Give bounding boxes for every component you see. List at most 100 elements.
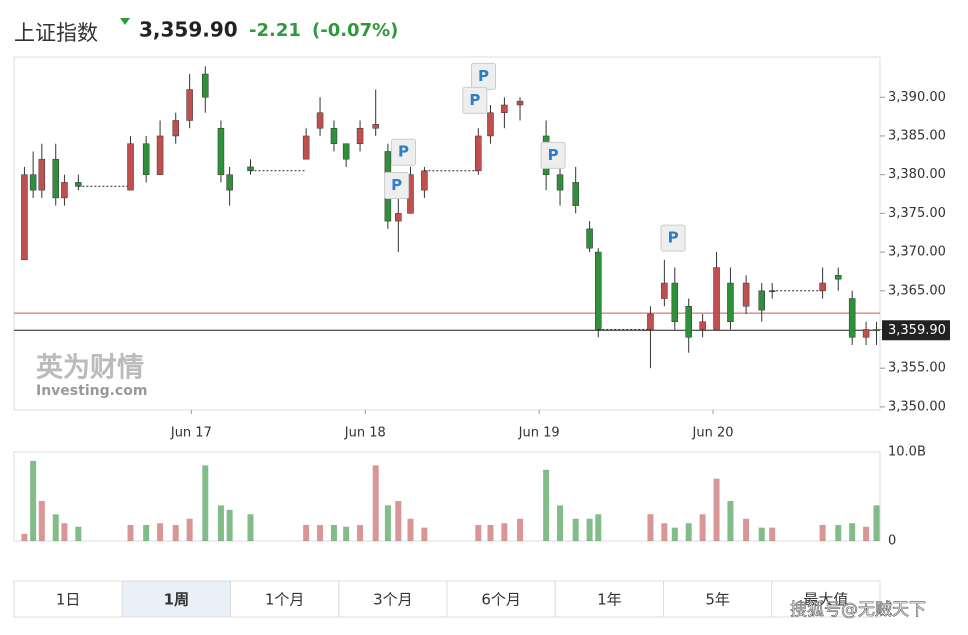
candle-body bbox=[202, 73, 209, 98]
volume-bar bbox=[758, 527, 765, 541]
y-tick-label: 3,365.00 bbox=[888, 283, 946, 298]
marker-label: P bbox=[478, 67, 489, 85]
candle-body bbox=[699, 321, 706, 330]
volume-bar bbox=[572, 518, 579, 541]
volume-bar bbox=[247, 514, 254, 541]
tab[interactable] bbox=[446, 580, 556, 618]
candle-body bbox=[671, 282, 679, 322]
volume-bar bbox=[743, 518, 750, 541]
index-name: 上证指数 bbox=[14, 21, 98, 45]
y-tick-label: 3,350.00 bbox=[888, 399, 946, 414]
y-tick-label: 3,375.00 bbox=[888, 206, 946, 221]
tab[interactable] bbox=[121, 580, 231, 618]
volume-bar bbox=[330, 524, 337, 541]
volume-bar bbox=[202, 465, 209, 541]
volume-bar bbox=[384, 505, 391, 541]
volume-bar bbox=[372, 465, 379, 541]
tab-label[interactable]: 1日 bbox=[56, 591, 81, 609]
volume-bar bbox=[835, 524, 842, 541]
volume-bar bbox=[395, 500, 402, 541]
volume-bar bbox=[38, 500, 45, 541]
y-tick-label: 3,385.00 bbox=[888, 128, 946, 143]
volume-bar bbox=[75, 526, 82, 541]
candle-body bbox=[501, 104, 508, 113]
candle-body bbox=[862, 329, 870, 338]
volume-bar bbox=[647, 514, 654, 541]
candle-body bbox=[21, 174, 28, 261]
volume-bar bbox=[819, 524, 826, 541]
candle-body bbox=[356, 127, 364, 144]
volume-bar bbox=[52, 514, 59, 541]
candle-body bbox=[127, 143, 134, 191]
tab-label[interactable]: 3个月 bbox=[373, 591, 413, 609]
marker-box bbox=[391, 138, 417, 166]
price-panel bbox=[13, 56, 881, 411]
tab-label[interactable]: 最大值 bbox=[803, 591, 848, 609]
candle-body bbox=[516, 100, 524, 106]
candle-body bbox=[330, 127, 338, 144]
y-tick-label: 3,380.00 bbox=[888, 167, 946, 182]
candle-body bbox=[685, 306, 692, 338]
marker-box bbox=[462, 86, 488, 114]
candle-body bbox=[727, 282, 734, 322]
tab-label[interactable]: 1个月 bbox=[265, 591, 305, 609]
volume-bar bbox=[661, 523, 668, 541]
tab-label[interactable]: 6个月 bbox=[481, 591, 521, 609]
volume-bar bbox=[357, 524, 364, 541]
candle-body bbox=[172, 120, 179, 137]
volume-bar bbox=[501, 523, 508, 541]
volume-bar bbox=[863, 526, 870, 541]
marker-label: P bbox=[548, 146, 559, 164]
marker-label: P bbox=[391, 176, 402, 194]
volume-bar bbox=[30, 460, 37, 541]
marker-box bbox=[540, 141, 566, 169]
candle-body bbox=[475, 135, 482, 172]
volume-bar bbox=[226, 509, 233, 541]
overlay-watermark: 搜狐号@无贼天下 bbox=[790, 600, 926, 620]
tab[interactable] bbox=[13, 580, 123, 618]
volume-bar bbox=[699, 514, 706, 541]
volume-bar bbox=[769, 527, 776, 541]
volume-bar bbox=[303, 524, 310, 541]
candle-body bbox=[142, 143, 150, 175]
candle-body bbox=[848, 298, 856, 338]
x-tick-label: Jun 17 bbox=[170, 426, 212, 441]
candle-body bbox=[75, 182, 82, 187]
candle-body bbox=[835, 275, 842, 280]
tab-label[interactable]: 1年 bbox=[597, 591, 622, 609]
candle-body bbox=[316, 112, 324, 129]
tab-label[interactable]: 1周 bbox=[164, 591, 189, 609]
volume-panel bbox=[13, 451, 881, 542]
marker-label: P bbox=[398, 143, 409, 161]
watermark-en: Investing.com bbox=[36, 383, 147, 399]
volume-bar bbox=[873, 505, 880, 541]
last-price-box bbox=[882, 320, 950, 341]
tab[interactable] bbox=[663, 580, 773, 618]
candle-body bbox=[247, 166, 254, 172]
volume-bar bbox=[317, 524, 324, 541]
candle-body bbox=[217, 127, 225, 175]
candle-body bbox=[372, 124, 379, 129]
x-tick-label: Jun 19 bbox=[518, 426, 560, 441]
candle-body bbox=[819, 282, 826, 292]
x-tick-label: Jun 20 bbox=[692, 426, 734, 441]
candle-body bbox=[742, 282, 750, 307]
x-tick-label: Jun 18 bbox=[344, 426, 386, 441]
volume-bar bbox=[671, 527, 678, 541]
tab[interactable] bbox=[771, 580, 881, 618]
y-tick-label: 3,370.00 bbox=[888, 245, 946, 260]
tab[interactable] bbox=[554, 580, 664, 618]
volume-bar bbox=[685, 523, 692, 541]
marker-label: P bbox=[469, 91, 480, 109]
tab-label[interactable]: 5年 bbox=[705, 591, 730, 609]
volume-bar bbox=[543, 469, 550, 541]
candle-body bbox=[661, 282, 668, 299]
volume-bar bbox=[172, 524, 179, 541]
tab[interactable] bbox=[338, 580, 448, 618]
volume-bar bbox=[157, 523, 164, 541]
candle-body bbox=[52, 158, 59, 199]
down-arrow bbox=[120, 18, 130, 25]
candle-body bbox=[758, 290, 766, 311]
candle-body bbox=[61, 182, 68, 199]
candle-body bbox=[156, 135, 164, 175]
